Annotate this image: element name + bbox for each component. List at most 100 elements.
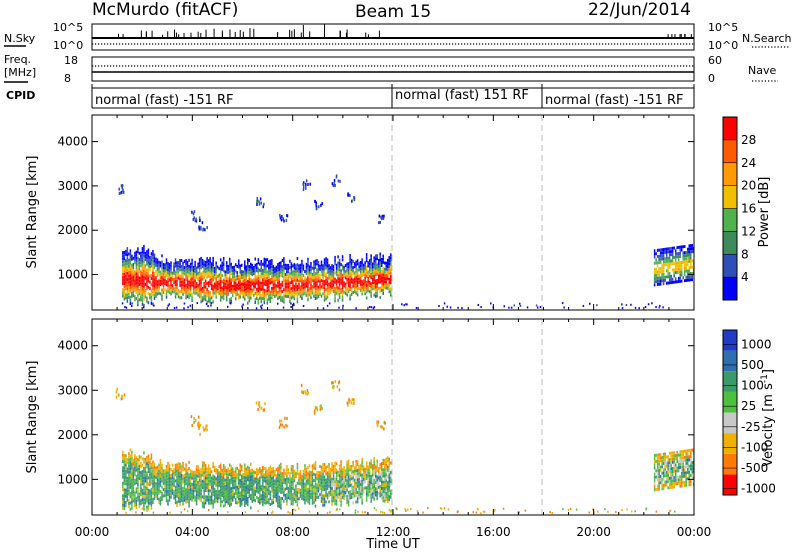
echo-pixel: [305, 290, 308, 294]
echo-pixel: [352, 284, 354, 288]
echo-pixel: [134, 460, 136, 464]
echo-pixel: [168, 263, 171, 267]
echo-pixel: [365, 259, 368, 263]
echo-pixel: [354, 511, 357, 514]
echo-pixel: [125, 280, 127, 284]
echo-pixel: [290, 265, 293, 269]
echo-pixel: [225, 481, 228, 485]
echo-pixel: [170, 289, 172, 293]
echo-pixel: [352, 290, 354, 294]
echo-pixel: [677, 466, 680, 470]
echo-pixel: [263, 276, 266, 280]
echo-pixel: [662, 275, 665, 279]
echo-pixel: [215, 295, 217, 299]
echo-pixel: [316, 296, 318, 300]
echo-pixel: [329, 281, 332, 285]
echo-pixel: [340, 485, 342, 489]
echo-pixel: [177, 493, 180, 497]
echo-pixel: [286, 502, 288, 506]
echo-pixel: [206, 288, 208, 292]
echo-pixel: [689, 473, 692, 477]
echo-pixel: [179, 475, 181, 479]
echo-pixel: [135, 477, 138, 481]
echo-pixel: [164, 263, 166, 267]
echo-pixel: [244, 260, 246, 264]
echo-pixel: [219, 298, 222, 302]
echo-pixel: [242, 303, 244, 306]
nsearch-tick-bottom: 10^0: [708, 39, 738, 52]
echo-pixel: [385, 470, 387, 474]
echo-pixel: [277, 476, 279, 480]
echo-pixel: [165, 464, 168, 468]
echo-pixel: [374, 481, 377, 485]
echo-pixel: [358, 490, 360, 494]
echo-pixel: [189, 284, 192, 288]
echo-pixel: [174, 264, 177, 268]
echo-pixel: [201, 470, 204, 474]
echo-pixel: [168, 476, 171, 480]
echo-pixel: [355, 291, 357, 295]
echo-pixel: [219, 273, 222, 277]
echo-pixel: [266, 469, 269, 473]
echo-pixel: [382, 279, 384, 283]
echo-pixel: [209, 300, 211, 304]
echo-pixel: [128, 261, 130, 265]
echo-pixel: [170, 270, 172, 274]
echo-pixel: [215, 267, 217, 271]
echo-pixel: [331, 462, 333, 466]
echo-pixel: [153, 462, 156, 466]
echo-pixel: [231, 284, 234, 288]
echo-pixel: [382, 461, 384, 465]
echo-pixel: [386, 459, 389, 463]
echo-pixel: [125, 296, 127, 300]
echo-pixel: [685, 263, 687, 267]
echo-pixel: [368, 483, 371, 487]
echo-pixel: [334, 280, 336, 284]
echo-pixel: [615, 510, 617, 513]
echo-pixel: [301, 487, 303, 491]
echo-pixel: [218, 490, 220, 494]
echo-pixel: [680, 453, 683, 457]
echo-pixel: [691, 274, 693, 278]
echo-pixel: [155, 257, 157, 261]
echo-pixel: [212, 294, 214, 298]
echo-pixel: [683, 459, 686, 463]
echo-pixel: [161, 263, 163, 267]
echo-pixel: [388, 277, 390, 281]
echo-pixel: [356, 469, 359, 473]
echo-pixel: [239, 504, 241, 508]
echo-pixel: [144, 282, 147, 286]
echo-pixel: [167, 502, 169, 506]
echo-pixel: [667, 486, 669, 490]
echo-pixel: [332, 496, 335, 500]
echo-pixel: [653, 249, 656, 253]
echo-pixel: [138, 502, 141, 506]
echo-pixel: [310, 480, 312, 484]
echo-pixel: [314, 504, 317, 508]
echo-pixel: [251, 471, 254, 475]
echo-pixel: [215, 280, 217, 284]
echo-pixel: [667, 281, 669, 285]
echo-pixel: [186, 288, 189, 292]
echo-pixel: [688, 275, 690, 279]
echo-pixel: [143, 279, 145, 283]
echo-pixel: [227, 476, 229, 480]
echo-pixel: [296, 466, 299, 470]
echo-pixel: [272, 289, 275, 293]
echo-pixel: [322, 264, 324, 268]
echo-pixel: [191, 473, 193, 477]
echo-pixel: [355, 288, 357, 292]
echo-pixel: [194, 273, 196, 277]
echo-pixel: [358, 483, 360, 487]
echo-pixel: [298, 264, 300, 268]
echo-pixel: [281, 290, 284, 294]
echo-pixel: [200, 272, 202, 276]
echo-pixel: [373, 507, 376, 510]
echo-pixel: [259, 287, 261, 291]
echo-pixel: [206, 428, 208, 432]
echo-pixel: [662, 251, 665, 255]
echo-pixel: [373, 284, 375, 288]
echo-pixel: [301, 478, 303, 482]
echo-pixel: [265, 280, 267, 284]
echo-pixel: [373, 278, 375, 282]
